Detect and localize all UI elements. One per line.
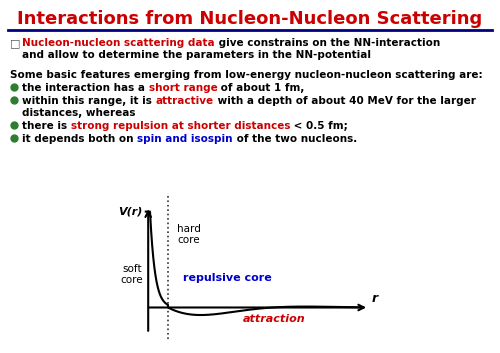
Text: of the two nucleons.: of the two nucleons. <box>232 134 357 144</box>
Text: □: □ <box>10 38 20 48</box>
Text: Some basic features emerging from low-energy nucleon-nucleon scattering are:: Some basic features emerging from low-en… <box>10 70 482 80</box>
Text: r: r <box>372 292 378 305</box>
Text: and allow to determine the parameters in the NN-potential: and allow to determine the parameters in… <box>22 50 371 60</box>
Text: short range: short range <box>148 83 218 93</box>
Text: spin and isospin: spin and isospin <box>137 134 232 144</box>
Text: strong repulsion at shorter distances: strong repulsion at shorter distances <box>71 121 290 131</box>
Text: give constrains on the NN-interaction: give constrains on the NN-interaction <box>214 38 440 48</box>
Text: the interaction has a: the interaction has a <box>22 83 148 93</box>
Text: < 0.5 fm;: < 0.5 fm; <box>290 121 348 131</box>
Text: with a depth of about 40 MeV for the larger: with a depth of about 40 MeV for the lar… <box>214 96 476 106</box>
Text: of about 1 fm,: of about 1 fm, <box>218 83 305 93</box>
Text: hard
core: hard core <box>177 224 201 245</box>
Text: V(r): V(r) <box>118 207 142 217</box>
Text: within this range, it is: within this range, it is <box>22 96 156 106</box>
Text: attractive: attractive <box>156 96 214 106</box>
Text: soft
core: soft core <box>120 264 144 286</box>
Text: repulsive core: repulsive core <box>183 273 272 283</box>
Text: there is: there is <box>22 121 71 131</box>
Text: Interactions from Nucleon-Nucleon Scattering: Interactions from Nucleon-Nucleon Scatte… <box>18 10 482 28</box>
Text: distances, whereas: distances, whereas <box>22 108 136 118</box>
Text: it depends both on: it depends both on <box>22 134 137 144</box>
Text: attraction: attraction <box>243 314 306 324</box>
Text: Nucleon-nucleon scattering data: Nucleon-nucleon scattering data <box>22 38 214 48</box>
